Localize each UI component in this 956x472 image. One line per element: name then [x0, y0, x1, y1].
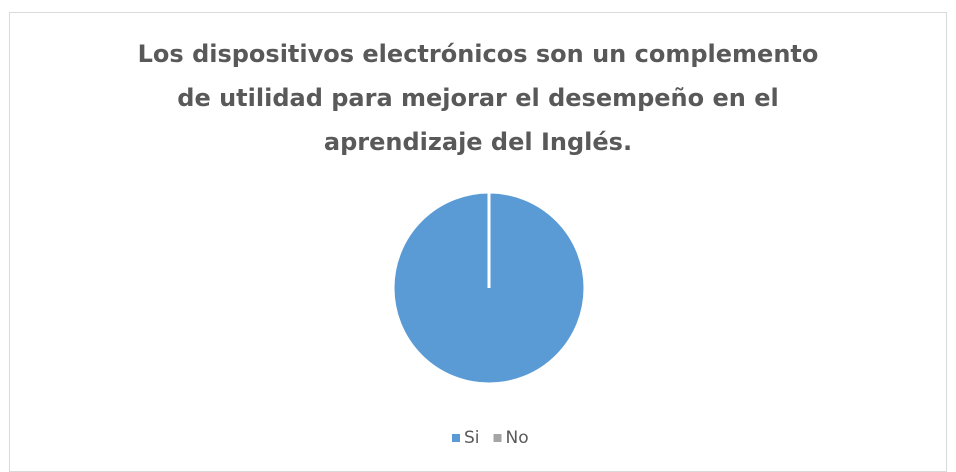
chart-title: Los dispositivos electrónicos son un com… — [137, 40, 819, 156]
legend-label: No — [506, 428, 529, 448]
legend-label: Si — [464, 428, 480, 448]
legend-swatch — [452, 434, 460, 442]
legend-swatch — [493, 434, 502, 442]
